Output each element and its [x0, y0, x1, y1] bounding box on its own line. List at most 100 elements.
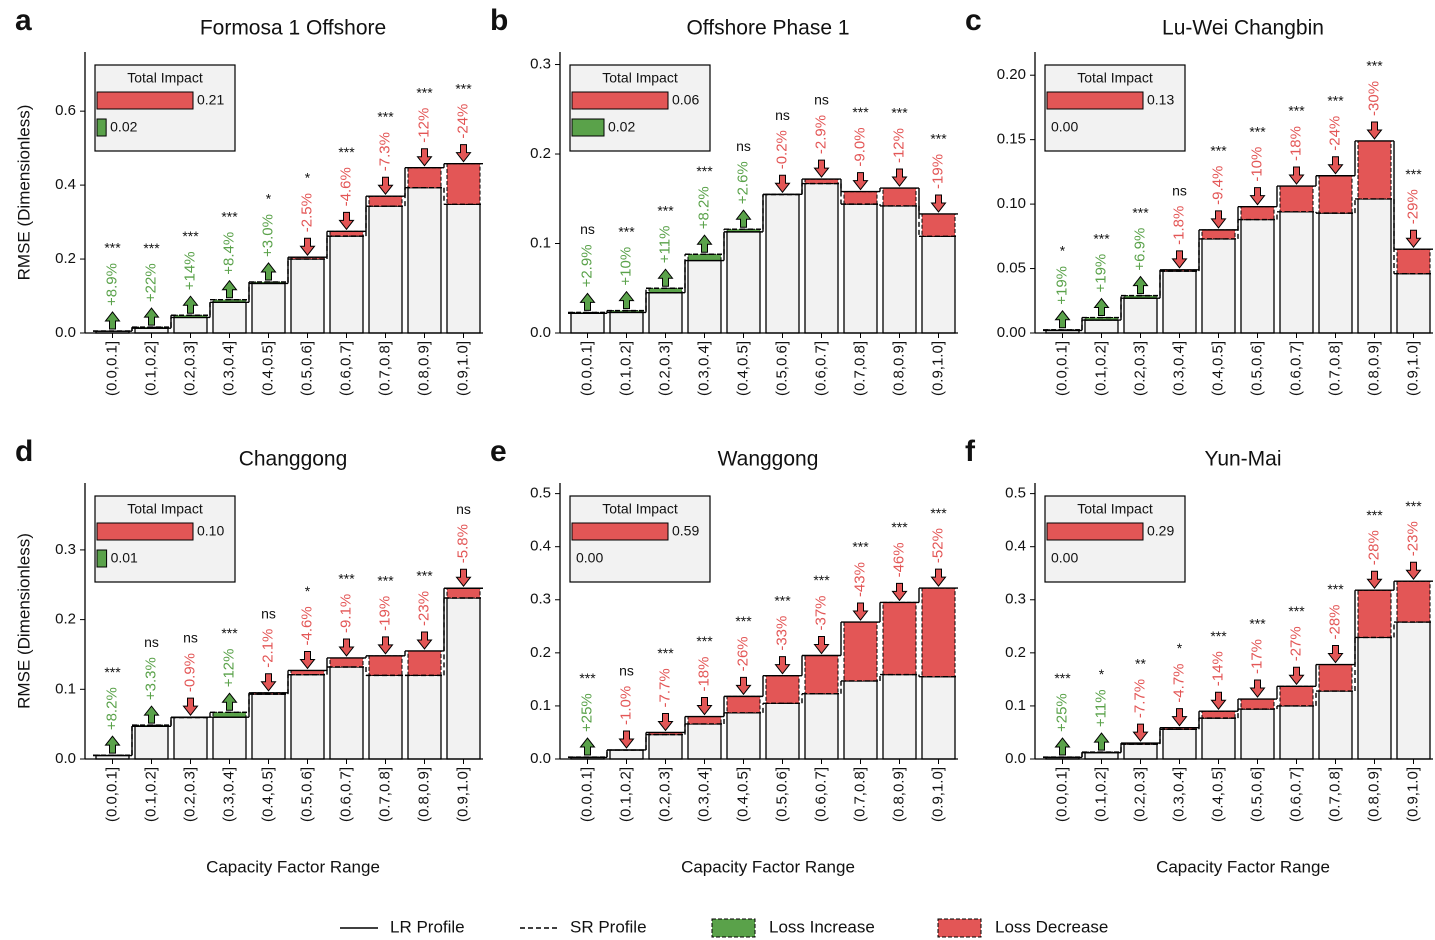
y-tick-label: 0.5: [1005, 485, 1026, 502]
significance: ***: [1132, 204, 1149, 220]
significance: ***: [416, 84, 433, 100]
x-tick-label: (0.2,0.3]: [1131, 341, 1148, 396]
x-tick-label: (0.7,0.8]: [851, 767, 868, 822]
inset-value: 0.02: [608, 119, 635, 135]
panel-label: c: [965, 4, 982, 37]
significance: ***: [1288, 603, 1305, 619]
x-tick-label: (0.9,1.0]: [1404, 341, 1421, 396]
change-label: +11%: [656, 226, 673, 264]
y-tick-label: 0.3: [530, 55, 551, 72]
base-bar: [368, 205, 403, 334]
y-tick-label: 0.2: [530, 644, 551, 661]
arrow: [299, 650, 316, 670]
change-label: +11%: [1092, 689, 1109, 727]
change-label: +3.0%: [259, 214, 276, 257]
significance: *: [266, 191, 272, 207]
change-label: -9.1%: [337, 594, 354, 633]
change-label: -2.9%: [812, 115, 829, 154]
change-label: +2.9%: [578, 244, 595, 287]
x-tick-label: (0.8,0.9]: [415, 767, 432, 822]
inset-bar: [571, 118, 605, 137]
loss-decrease: [921, 587, 956, 678]
loss-decrease: [1396, 248, 1431, 275]
arrow: [813, 636, 830, 655]
panel-title: Changgong: [239, 448, 348, 471]
loss-decrease: [765, 675, 800, 704]
base-bar: [446, 597, 481, 760]
x-tick-label: (0.0,0.1]: [103, 341, 120, 396]
base-bar: [1396, 273, 1431, 334]
base-bar: [329, 666, 364, 760]
arrow: [891, 582, 908, 602]
change-label: +6.9%: [1131, 228, 1148, 271]
change-label: +14%: [181, 251, 198, 290]
significance: ***: [579, 670, 596, 686]
significance: *: [1060, 243, 1066, 259]
arrow: [930, 194, 947, 213]
change-label: -10%: [1248, 147, 1265, 182]
base-bar: [368, 674, 403, 760]
significance: *: [305, 583, 311, 599]
inset-title: Total Impact: [1077, 501, 1153, 517]
y-tick-label: 0.5: [530, 485, 551, 502]
arrow: [455, 144, 472, 163]
arrow: [1366, 570, 1383, 590]
significance: **: [1135, 656, 1146, 672]
panel-title: Offshore Phase 1: [686, 17, 849, 40]
arrow: [1132, 723, 1149, 742]
legend-label: Loss Increase: [769, 917, 875, 936]
arrow: [104, 311, 121, 330]
arrow: [813, 159, 830, 178]
y-tick-label: 0.6: [55, 102, 76, 119]
x-tick-label: (0.8,0.9]: [890, 341, 907, 396]
change-label: -7.7%: [656, 668, 673, 707]
x-tick-label: (0.1,0.2]: [1092, 767, 1109, 822]
x-tick-label: (0.8,0.9]: [1365, 341, 1382, 396]
inset-value: 0.00: [1051, 550, 1078, 566]
significance: ns: [736, 138, 751, 154]
inset-bar: [96, 118, 107, 137]
loss-decrease: [921, 213, 956, 237]
significance: ***: [1210, 142, 1227, 158]
base-bar: [407, 187, 442, 334]
change-label: +3.3%: [142, 657, 159, 700]
significance: *: [305, 170, 311, 186]
arrow: [1210, 691, 1227, 711]
inset-bar: [1046, 522, 1144, 541]
change-label: -12%: [890, 128, 907, 163]
x-tick-label: (0.0,0.1]: [1053, 767, 1070, 822]
legend-label: SR Profile: [570, 917, 647, 936]
arrow: [416, 631, 433, 650]
significance: ***: [1405, 498, 1422, 514]
arrow: [735, 676, 752, 696]
panel-label: b: [490, 4, 508, 37]
significance: ***: [377, 109, 394, 125]
loss-decrease: [368, 195, 403, 207]
loss-decrease: [1201, 229, 1236, 240]
x-tick-label: (0.1,0.2]: [142, 767, 159, 822]
x-tick-label: (0.2,0.3]: [1131, 767, 1148, 822]
significance: ***: [657, 645, 674, 661]
x-tick-label: (0.7,0.8]: [376, 767, 393, 822]
base-bar: [212, 716, 247, 760]
significance: ***: [813, 572, 830, 588]
loss-decrease: [1357, 140, 1392, 200]
panel-label: f: [965, 435, 976, 468]
base-bar: [687, 259, 722, 334]
arrow: [696, 234, 713, 253]
y-tick-label: 0.0: [530, 750, 551, 767]
arrow: [299, 237, 316, 257]
arrow: [579, 292, 596, 311]
base-bar: [1240, 218, 1275, 334]
base-bar: [1162, 270, 1197, 334]
change-label: +8.2%: [695, 186, 712, 229]
significance: ***: [774, 592, 791, 608]
x-tick-label: (0.7,0.8]: [376, 341, 393, 396]
x-tick-label: (0.6,0.7]: [812, 341, 829, 396]
inset-title: Total Impact: [602, 70, 678, 86]
change-label: -1.8%: [1170, 206, 1187, 245]
significance: *: [1099, 666, 1105, 682]
inset-title: Total Impact: [127, 501, 203, 517]
loss-decrease: [804, 178, 839, 185]
